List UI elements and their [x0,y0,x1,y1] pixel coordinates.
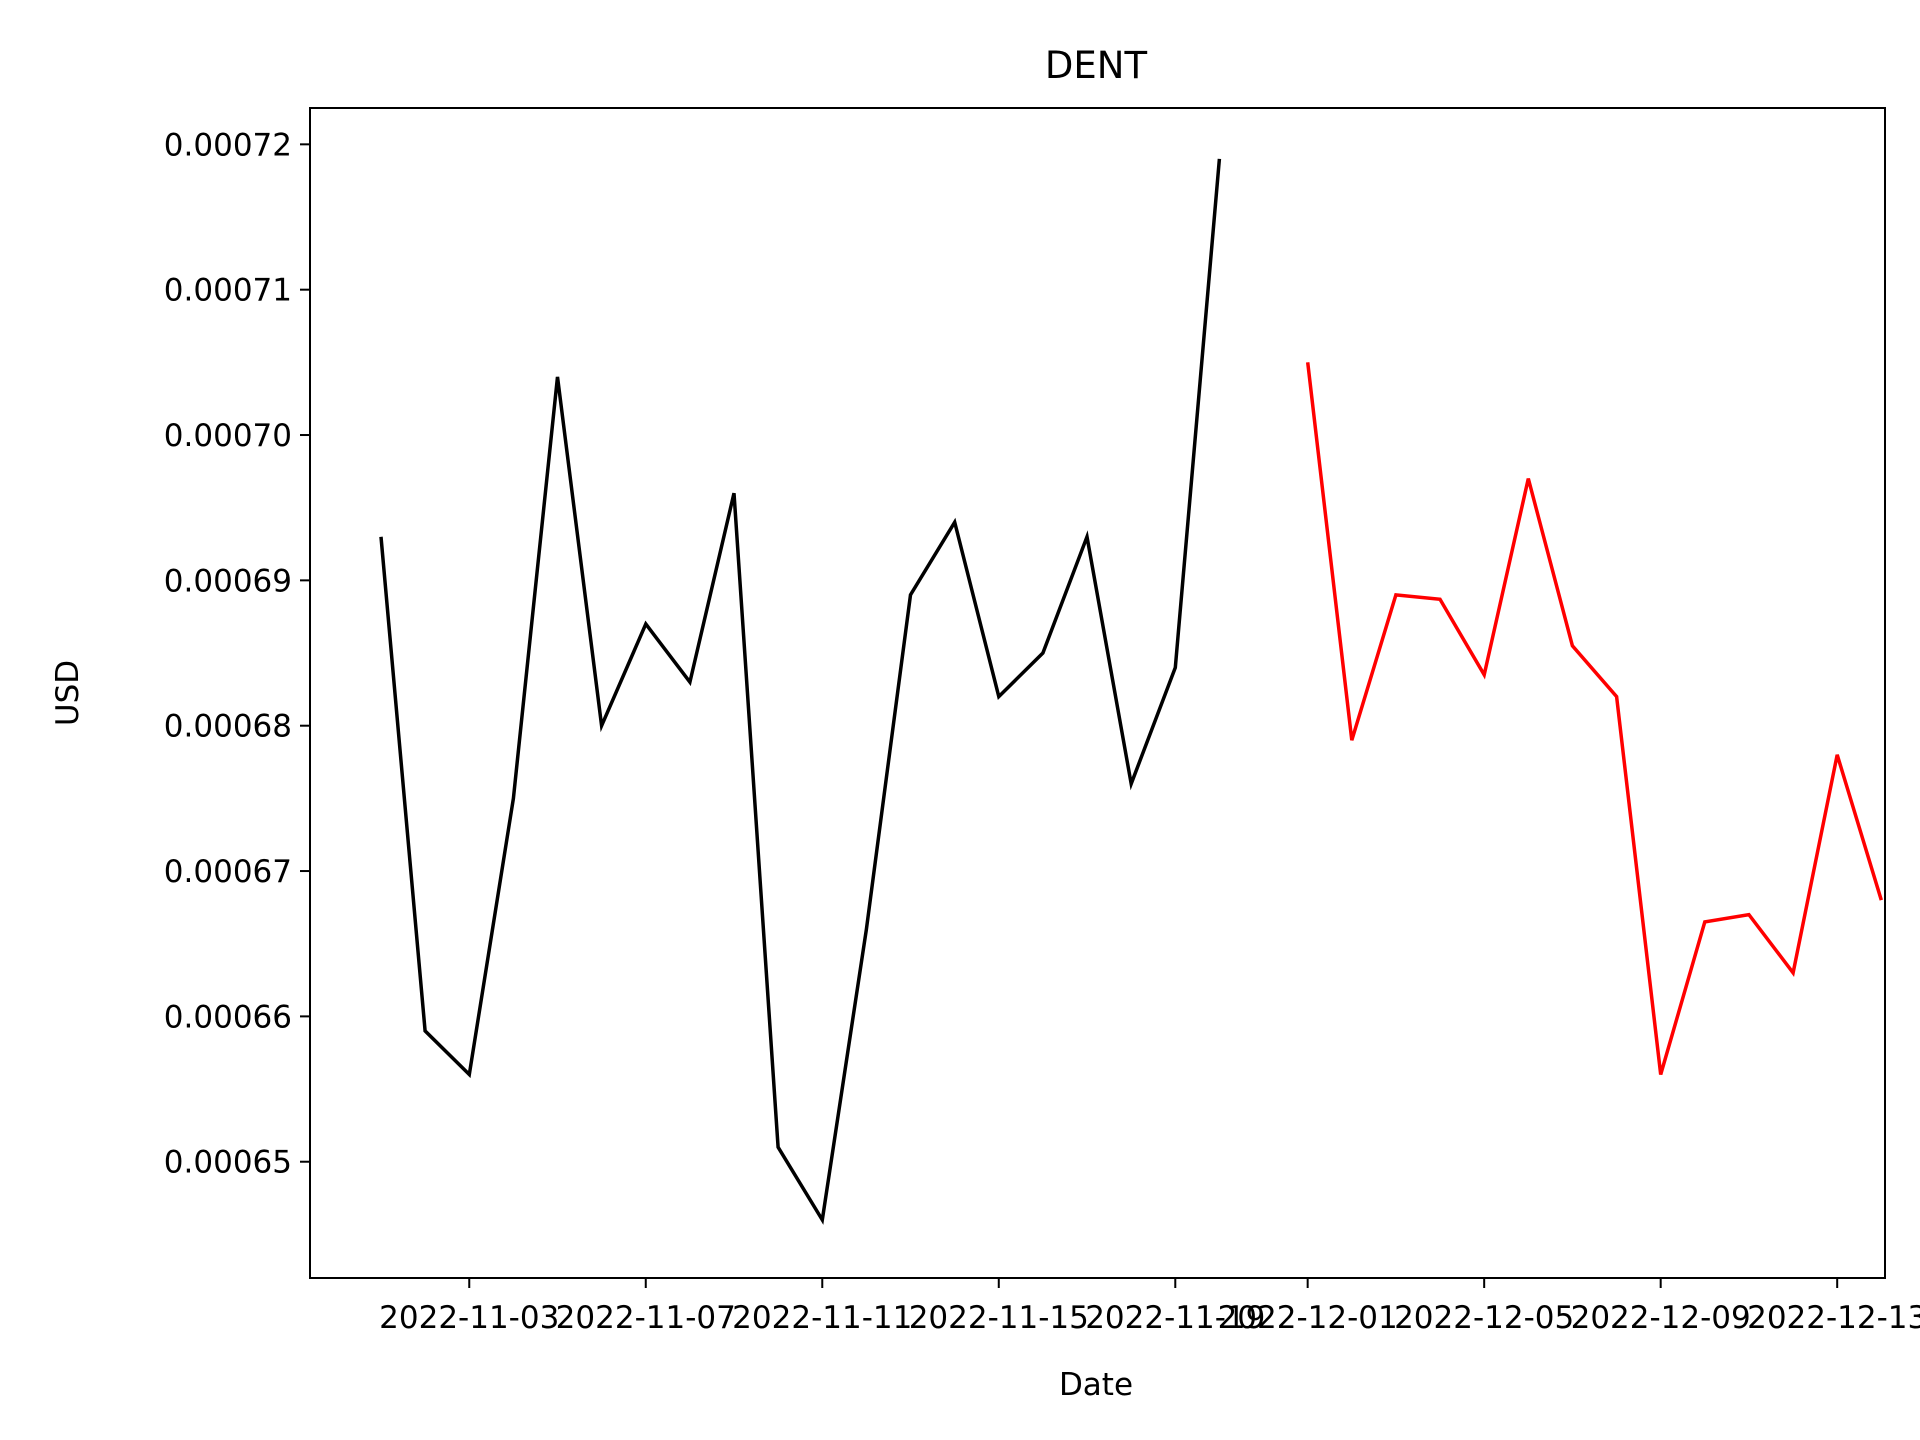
y-tick-label: 0.00065 [164,1145,292,1181]
chart-title: DENT [1045,44,1148,87]
x-tick-label: 2022-12-09 [1571,1300,1751,1336]
y-tick-label: 0.00071 [164,273,292,309]
x-tick-label: 2022-12-05 [1394,1300,1574,1336]
y-tick-label: 0.00067 [164,854,292,890]
y-tick-label: 0.00069 [164,563,292,599]
x-tick-label: 2022-11-11 [732,1300,912,1336]
x-tick-label: 2022-11-03 [379,1300,559,1336]
y-tick-label: 0.00070 [164,418,292,454]
y-axis-label: USD [50,660,86,726]
x-tick-label: 2022-12-01 [1218,1300,1398,1336]
y-tick-label: 0.00066 [164,999,292,1035]
y-tick-label: 0.00072 [164,127,292,163]
series-line-1 [379,158,1222,1225]
y-axis-ticks: 0.00065 0.00066 0.00067 0.00068 0.00069 0.000… [164,127,310,1181]
x-axis-label: Date [1059,1367,1133,1403]
x-tick-label: 2022-11-07 [556,1300,736,1336]
x-tick-label: 2022-11-19 [1085,1300,1265,1336]
plot-frame [309,107,1886,1279]
x-axis-ticks: 2022-11-032022-11-072022-11-112022-11-15… [379,1278,1920,1336]
x-tick-label: 2022-12-13 [1747,1300,1920,1336]
series-layer [379,158,1883,1225]
y-tick-label: 0.00068 [164,709,292,745]
x-tick-label: 2022-11-15 [909,1300,1089,1336]
series-line-2 [1305,362,1883,1075]
